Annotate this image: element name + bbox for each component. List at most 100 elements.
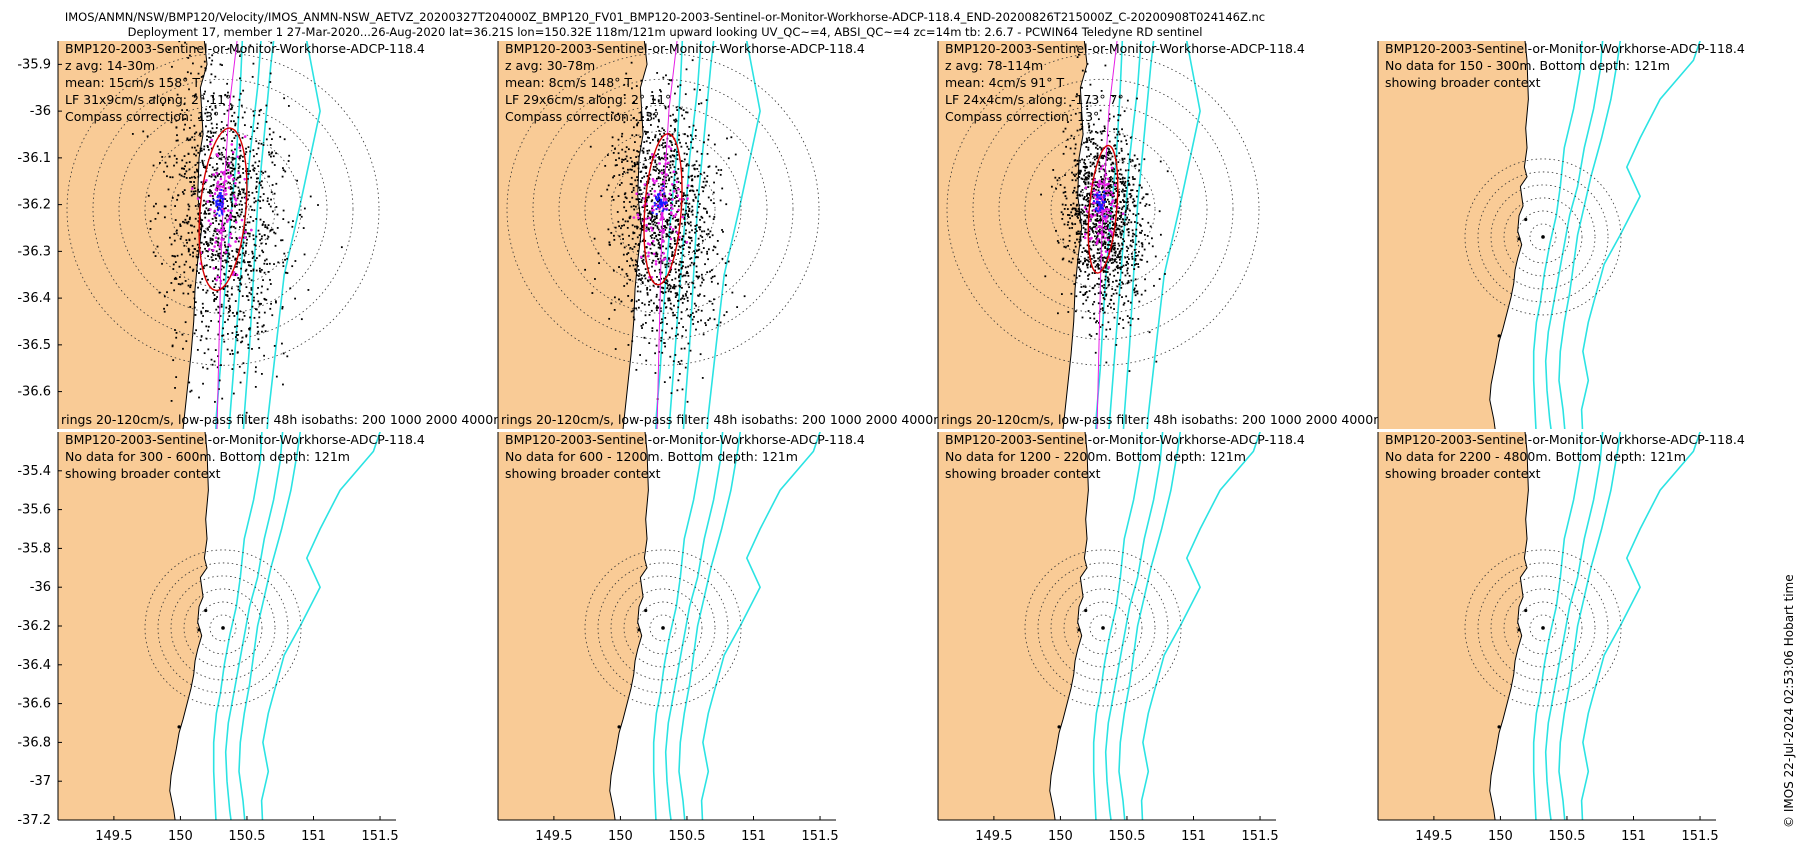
island — [1497, 725, 1501, 729]
scatter-point — [669, 285, 672, 287]
scatter-point — [258, 267, 261, 270]
scatter-point — [646, 217, 649, 220]
scatter-point — [1069, 217, 1071, 220]
scatter-point — [264, 226, 267, 228]
scatter-point — [1106, 198, 1109, 201]
scatter-point — [199, 132, 202, 135]
daily-mean-points — [1083, 164, 1125, 269]
scatter-point — [1100, 302, 1103, 305]
scatter-point — [183, 175, 186, 178]
scatter-point — [650, 299, 653, 302]
scatter-point — [684, 133, 686, 136]
scatter-point — [1064, 195, 1067, 198]
scatter-point — [681, 388, 684, 391]
scatter-point — [181, 191, 184, 193]
scatter-point — [1125, 295, 1128, 298]
scatter-point — [665, 233, 668, 235]
scatter-point — [158, 291, 161, 294]
scatter-point — [1069, 104, 1072, 107]
scatter-point — [665, 282, 667, 284]
scatter-point — [200, 310, 203, 313]
scatter-point — [687, 215, 689, 217]
mean-point — [665, 208, 668, 211]
scatter-point — [201, 250, 204, 253]
scatter-point — [1127, 200, 1129, 203]
scatter-point — [208, 212, 211, 215]
scatter-point — [674, 219, 677, 222]
isobath-1000m — [224, 432, 284, 820]
scatter-point — [176, 139, 179, 142]
scatter-point — [1122, 238, 1124, 240]
scatter-point — [636, 290, 639, 293]
scatter-point — [212, 291, 215, 294]
scatter-point — [610, 302, 613, 305]
isobath-200m — [655, 41, 684, 429]
scatter-point — [608, 241, 611, 244]
scatter-point — [645, 226, 648, 229]
x-tick-label: 151.5 — [1241, 829, 1278, 844]
daily-point — [1096, 183, 1100, 186]
scatter-point — [1159, 160, 1162, 163]
scatter-point — [317, 204, 319, 206]
scatter-point — [241, 203, 243, 206]
scatter-point — [665, 74, 667, 77]
scatter-point — [712, 202, 715, 205]
scatter-point — [651, 24, 653, 26]
scatter-point — [706, 175, 709, 177]
scatter-point — [227, 333, 229, 335]
scatter-point — [626, 282, 629, 285]
scatter-point — [1114, 289, 1117, 291]
scatter-point — [677, 187, 680, 189]
scatter-point — [1112, 227, 1114, 230]
scatter-point — [246, 295, 249, 298]
scatter-point — [1105, 192, 1108, 195]
daily-point — [645, 223, 648, 227]
scatter-point — [679, 182, 682, 185]
mean-point — [658, 196, 661, 199]
scatter-point — [1089, 83, 1092, 86]
mean-point — [1101, 200, 1104, 203]
scatter-point — [226, 219, 228, 222]
scatter-point — [1114, 144, 1116, 147]
scatter-point — [1127, 262, 1130, 265]
scatter-point — [696, 175, 699, 178]
scatter-point — [1103, 204, 1105, 207]
y-tick-label: -36.2 — [17, 198, 51, 213]
scatter-point — [707, 258, 709, 261]
scatter-point — [721, 257, 724, 260]
scatter-point — [185, 170, 188, 173]
scatter-point — [229, 108, 232, 111]
scatter-point — [218, 153, 221, 156]
scatter-point — [1116, 219, 1119, 221]
scatter-point — [1083, 141, 1085, 144]
scatter-point — [642, 163, 645, 166]
scatter-point — [1127, 179, 1130, 182]
scatter-point — [221, 265, 224, 268]
scatter-point — [1074, 241, 1076, 244]
scatter-point — [284, 170, 287, 173]
scatter-point — [1101, 244, 1104, 247]
scatter-point — [218, 148, 221, 151]
scatter-point — [659, 89, 661, 91]
scatter-point — [640, 180, 642, 183]
scatter-point — [258, 311, 261, 314]
scatter-point — [636, 161, 639, 164]
scatter-point — [1129, 239, 1132, 242]
scatter-point — [651, 234, 654, 236]
scatter-point — [677, 253, 679, 255]
scatter-point — [713, 275, 716, 278]
scatter-point — [215, 250, 218, 253]
scatter-point — [625, 209, 628, 212]
scatter-point — [611, 111, 614, 114]
scatter-point — [227, 318, 229, 321]
daily-point — [205, 179, 208, 182]
scatter-point — [1096, 131, 1099, 134]
scatter-point — [646, 292, 649, 294]
daily-point — [657, 221, 661, 225]
scatter-point — [282, 265, 285, 268]
scatter-point — [689, 221, 692, 224]
scatter-point — [699, 226, 702, 228]
daily-point — [207, 219, 211, 222]
scatter-point — [636, 124, 639, 127]
scatter-point — [1099, 219, 1102, 221]
